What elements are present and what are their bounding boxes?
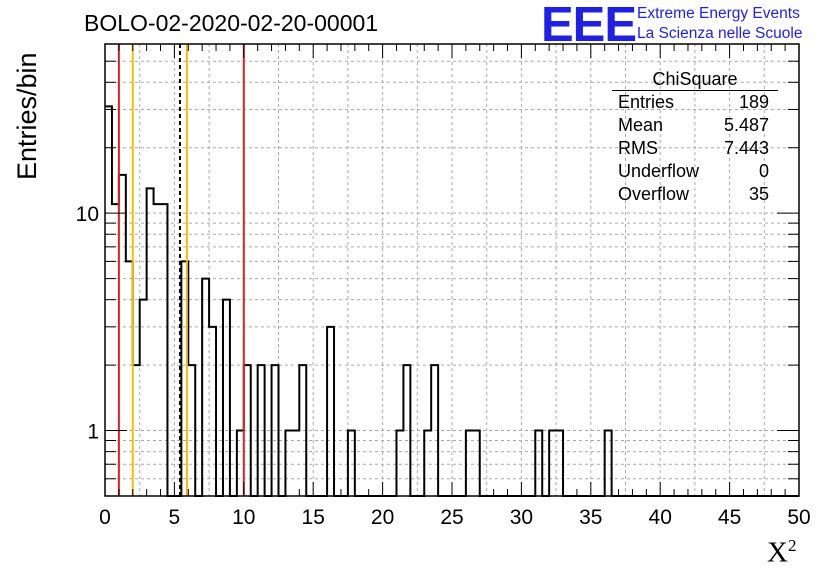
x-axis-label-superscript: 2 [787, 536, 797, 555]
histogram-bin [202, 279, 209, 496]
stats-value: 5.487 [723, 115, 769, 135]
x-tick-label: 35 [579, 506, 602, 529]
chart-title: BOLO-02-2020-02-20-00001 [84, 10, 379, 36]
x-tick-label: 30 [510, 506, 533, 529]
stats-value: 0 [758, 161, 769, 181]
eee-logo: EEE [541, 0, 637, 52]
histogram-bin [140, 300, 147, 496]
stats-title: ChiSquare [612, 68, 778, 91]
x-tick-label: 40 [649, 506, 672, 529]
x-tick-label: 5 [169, 506, 181, 529]
x-axis-label: X2 [767, 536, 796, 570]
histogram-bin [327, 327, 334, 496]
x-tick-label: 0 [99, 506, 111, 529]
x-tick-label: 20 [371, 506, 394, 529]
stats-label: Overflow [618, 184, 690, 204]
y-tick-label: 10 [76, 203, 99, 226]
histogram-bin [105, 106, 112, 496]
stats-value: 35 [748, 184, 769, 204]
histogram-bin [154, 204, 161, 496]
x-tick-label: 10 [232, 506, 255, 529]
y-tick-label: 1 [87, 421, 99, 444]
stats-row-entries: Entries 189 [612, 91, 778, 114]
stats-label: RMS [618, 138, 658, 158]
histogram-bin [223, 300, 230, 496]
y-axis-label-text: Entries/bin [12, 52, 42, 180]
x-axis-label-base: X [767, 536, 788, 569]
histogram-bin [161, 204, 168, 496]
stats-box: ChiSquare Entries 189 Mean 5.487 RMS 7.4… [612, 68, 778, 206]
x-tick-label: 45 [718, 506, 741, 529]
x-tick-label: 25 [440, 506, 463, 529]
stats-row-mean: Mean 5.487 [612, 114, 778, 137]
stats-value: 189 [738, 92, 769, 112]
stats-row-rms: RMS 7.443 [612, 137, 778, 160]
stats-label: Underflow [618, 161, 700, 181]
histogram-bin [209, 327, 216, 496]
x-tick-label: 50 [787, 506, 810, 529]
stats-value: 7.443 [723, 138, 769, 158]
logo-line-1: Extreme Energy Events [637, 5, 800, 22]
stats-label: Mean [618, 115, 664, 135]
y-axis-label: Entries/bin [8, 40, 48, 190]
stats-row-overflow: Overflow 35 [612, 183, 778, 206]
histogram-bin [112, 204, 119, 496]
stats-row-underflow: Underflow 0 [612, 160, 778, 183]
stats-label: Entries [618, 92, 675, 112]
histogram-bin [126, 261, 133, 496]
logo-line-2: La Scienza nelle Scuole [637, 25, 803, 42]
x-tick-label: 15 [302, 506, 325, 529]
